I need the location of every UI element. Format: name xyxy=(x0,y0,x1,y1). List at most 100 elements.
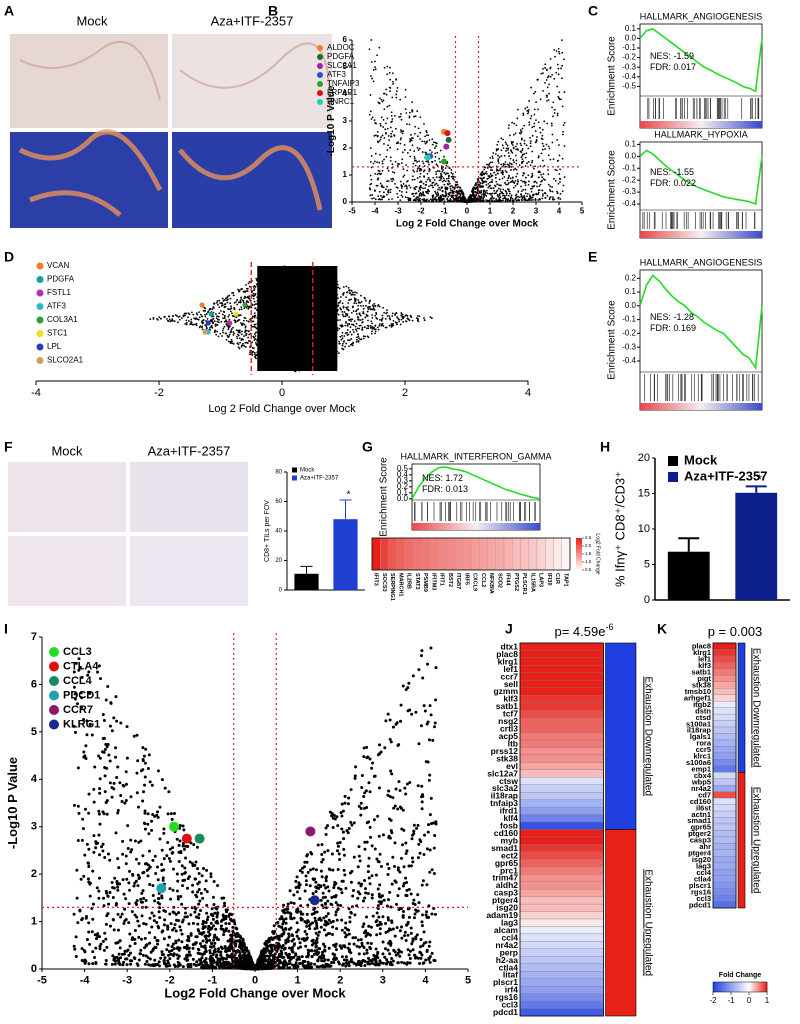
background-point xyxy=(293,336,295,338)
background-point xyxy=(551,107,553,109)
background-point xyxy=(419,186,421,188)
background-point xyxy=(536,186,538,188)
x-axis-label: Log 2 Fold Change over Mock xyxy=(396,219,539,230)
background-point xyxy=(484,167,486,169)
background-point xyxy=(364,297,366,299)
background-point xyxy=(173,927,176,930)
background-point xyxy=(317,276,319,278)
background-point xyxy=(284,277,286,279)
background-point xyxy=(383,99,385,101)
background-point xyxy=(112,716,115,719)
background-point xyxy=(301,288,303,290)
background-point xyxy=(400,181,402,183)
background-point xyxy=(379,927,382,930)
background-point xyxy=(533,126,535,128)
background-point xyxy=(263,314,265,316)
background-point xyxy=(292,322,294,324)
background-point xyxy=(316,295,318,297)
background-point xyxy=(392,323,394,325)
background-point xyxy=(483,169,485,171)
background-point xyxy=(219,302,221,304)
background-point xyxy=(326,286,328,288)
background-point xyxy=(401,158,403,160)
background-point xyxy=(256,279,258,281)
background-point xyxy=(417,177,419,179)
background-point xyxy=(517,109,519,111)
background-point xyxy=(453,188,455,190)
background-point xyxy=(229,325,231,327)
background-point xyxy=(371,761,374,764)
bar xyxy=(294,574,318,590)
background-point xyxy=(85,917,88,920)
background-point xyxy=(339,336,341,338)
background-point xyxy=(309,362,311,364)
background-point xyxy=(300,331,302,333)
background-point xyxy=(410,187,412,189)
background-point xyxy=(299,336,301,338)
background-point xyxy=(510,158,512,160)
background-point xyxy=(304,330,306,332)
background-point xyxy=(255,303,257,305)
background-point xyxy=(286,283,288,285)
background-point xyxy=(406,170,408,172)
background-point xyxy=(342,345,344,347)
background-point xyxy=(227,299,229,301)
background-point xyxy=(411,837,414,840)
background-point xyxy=(414,158,416,160)
background-point xyxy=(248,334,250,336)
background-point xyxy=(526,195,528,197)
background-point xyxy=(208,309,210,311)
background-point xyxy=(489,185,491,187)
background-point xyxy=(355,328,357,330)
background-point xyxy=(379,319,381,321)
background-point xyxy=(324,361,326,363)
background-point xyxy=(512,198,514,200)
background-point xyxy=(183,957,186,960)
legend-marker xyxy=(37,290,44,297)
background-point xyxy=(276,340,278,342)
highlight-point xyxy=(227,320,232,325)
background-point xyxy=(410,932,413,935)
background-point xyxy=(379,97,381,99)
background-point xyxy=(395,94,397,96)
background-point xyxy=(420,173,422,175)
background-point xyxy=(516,196,518,198)
background-point xyxy=(382,307,384,309)
background-point xyxy=(475,200,477,202)
background-point xyxy=(241,288,243,290)
background-point xyxy=(424,151,426,153)
background-point xyxy=(379,306,381,308)
heat-cell xyxy=(413,538,421,570)
background-point xyxy=(321,278,323,280)
background-point xyxy=(526,199,528,201)
background-point xyxy=(436,183,438,185)
background-point xyxy=(236,336,238,338)
background-point xyxy=(193,317,195,319)
background-point xyxy=(260,315,262,317)
background-point xyxy=(267,345,269,347)
background-point xyxy=(456,181,458,183)
background-point xyxy=(344,965,347,968)
background-point xyxy=(385,318,387,320)
background-point xyxy=(432,161,434,163)
background-point xyxy=(513,134,515,136)
background-point xyxy=(253,285,255,287)
background-point xyxy=(357,327,359,329)
background-point xyxy=(284,349,286,351)
rank-gradient xyxy=(640,403,762,410)
background-point xyxy=(532,199,534,201)
background-point xyxy=(492,157,494,159)
background-point xyxy=(557,64,559,66)
colorbar-cell xyxy=(576,544,582,546)
background-point xyxy=(376,815,379,818)
background-point xyxy=(394,314,396,316)
background-point xyxy=(540,132,542,134)
colorbar-cell xyxy=(576,562,582,564)
y-tick-label: -0.2 xyxy=(622,175,636,184)
background-point xyxy=(546,100,548,102)
background-point xyxy=(225,303,227,305)
background-point xyxy=(520,186,522,188)
background-point xyxy=(558,91,560,93)
background-point xyxy=(184,313,186,315)
heat-cell xyxy=(529,538,537,570)
